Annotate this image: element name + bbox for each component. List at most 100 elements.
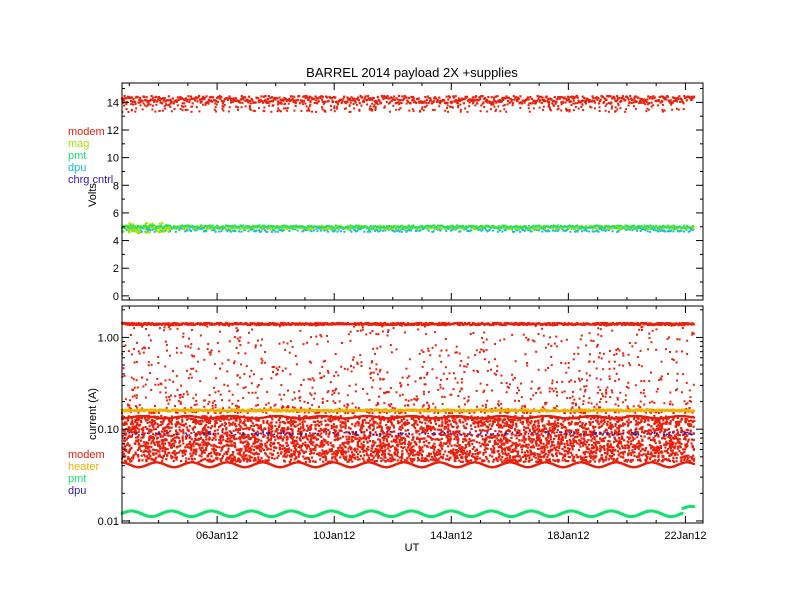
point-modem-current (594, 425, 597, 428)
point-mag-voltage (145, 230, 148, 233)
point-modem-voltage (590, 100, 593, 103)
point-modem-voltage (504, 97, 507, 100)
point-modem-current (676, 428, 679, 432)
point-dpu-voltage (250, 228, 253, 231)
point-modem-current (499, 437, 502, 440)
point-modem-current (264, 452, 267, 455)
point-modem-voltage (382, 97, 385, 101)
point-modem-voltage (620, 99, 623, 102)
point-modem-current (657, 458, 661, 461)
point-dpu-voltage (616, 230, 619, 233)
point-modem-voltage (474, 104, 477, 107)
point-dpu-voltage (218, 230, 221, 233)
point-modem-current (262, 421, 265, 424)
point-modem-current (250, 456, 253, 459)
point-dpu-voltage (259, 230, 262, 233)
point-modem-voltage (183, 102, 186, 105)
point-modem-current (592, 458, 595, 461)
point-pmt-voltage (419, 225, 422, 228)
point-modem-current (415, 431, 418, 434)
point-modem-current (436, 437, 439, 441)
point-modem-voltage (130, 108, 133, 111)
point-modem-current (400, 442, 403, 445)
point-pmt-voltage (562, 225, 565, 228)
point-dpu-voltage (459, 230, 462, 233)
point-modem-voltage (538, 95, 541, 98)
point-dpu-voltage (557, 228, 560, 231)
point-modem-voltage (598, 100, 601, 103)
point-modem-voltage (308, 105, 311, 108)
point-modem-voltage (282, 99, 285, 102)
point-modem-current (323, 428, 326, 431)
point-modem-voltage (570, 95, 574, 98)
point-dpu-voltage (678, 230, 681, 233)
point-pmt-voltage (441, 224, 444, 227)
point-modem-voltage (213, 99, 216, 102)
point-modem-current (192, 442, 195, 446)
point-pmt-voltage (284, 225, 287, 228)
point-modem-current (475, 440, 478, 444)
point-modem-current (256, 460, 259, 463)
point-pmt-voltage (202, 226, 205, 229)
point-modem-current (414, 422, 417, 425)
point-pmt-voltage (347, 226, 350, 229)
point-dpu-voltage (542, 227, 545, 230)
point-modem-current (232, 429, 235, 432)
point-modem-voltage (506, 103, 509, 106)
point-pmt-voltage (374, 225, 377, 228)
point-modem-voltage (604, 104, 607, 107)
point-pmt-voltage (260, 226, 263, 229)
point-pmt-voltage (205, 225, 208, 228)
point-pmt-voltage (148, 224, 151, 227)
point-modem-current (463, 417, 466, 420)
point-modem-voltage (455, 99, 458, 102)
point-modem-voltage (375, 101, 379, 104)
point-dpu-voltage (140, 230, 143, 233)
point-modem-voltage (598, 110, 601, 113)
point-modem-current (467, 440, 470, 444)
point-pmt-voltage (301, 225, 304, 228)
point-modem-current (511, 450, 514, 453)
point-modem-current (289, 455, 292, 458)
point-dpu-voltage (585, 229, 588, 232)
point-modem-current (253, 432, 256, 435)
point-modem-current (665, 420, 669, 423)
point-modem-voltage (207, 98, 211, 102)
point-modem-current (585, 446, 588, 449)
point-dpu-voltage (516, 228, 519, 231)
point-modem-current (547, 442, 550, 445)
point-mag-voltage (562, 227, 565, 230)
point-modem-current (564, 453, 567, 456)
point-modem-voltage (497, 100, 501, 103)
point-modem-voltage (621, 95, 624, 98)
point-mag-voltage (438, 226, 441, 229)
point-modem-current (260, 457, 263, 460)
point-modem-voltage (170, 110, 173, 113)
point-modem-current (564, 459, 567, 463)
point-modem-current (307, 428, 310, 431)
point-modem-current (613, 418, 616, 421)
point-modem-voltage (560, 101, 563, 104)
point-mag-voltage (266, 227, 269, 230)
point-dpu-voltage (213, 229, 216, 232)
point-modem-voltage (357, 99, 360, 102)
point-modem-voltage (486, 100, 489, 103)
point-mag-voltage (538, 227, 541, 230)
point-modem-current (434, 438, 437, 441)
point-modem-voltage (188, 100, 191, 104)
point-modem-current (181, 454, 184, 458)
point-modem-current (687, 420, 691, 423)
point-modem-voltage (333, 107, 336, 110)
point-dpu-voltage (414, 229, 417, 232)
point-modem-voltage (132, 97, 135, 101)
point-modem-voltage (442, 99, 445, 102)
point-modem-current (537, 438, 541, 441)
point-modem-current (433, 445, 437, 448)
bottom-panel-data (120, 321, 696, 518)
point-pmt-voltage (467, 225, 470, 228)
point-modem-voltage (420, 107, 423, 110)
point-modem-current (135, 436, 138, 439)
point-dpu-voltage (406, 229, 409, 232)
point-dpu-voltage (588, 230, 591, 233)
point-pmt-voltage (352, 225, 355, 228)
